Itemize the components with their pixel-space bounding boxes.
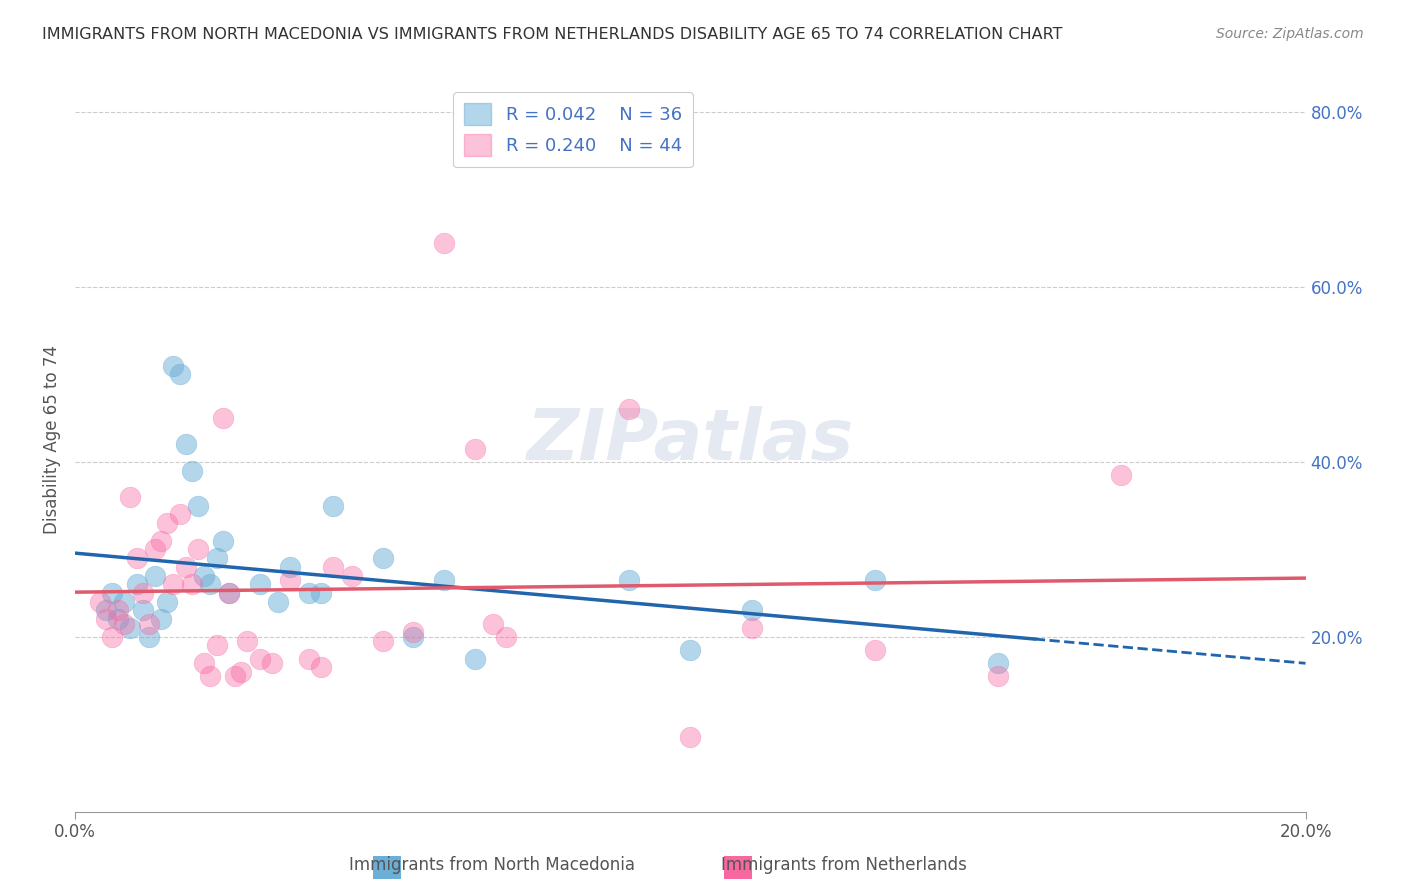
Point [138, 616, 160, 631]
Point [193, 656, 215, 670]
Y-axis label: Disability Age 65 to 74: Disability Age 65 to 74 [44, 345, 60, 534]
Point [89, 595, 111, 609]
Point [433, 573, 456, 587]
Point [218, 586, 240, 600]
Point [741, 621, 763, 635]
Point [402, 625, 425, 640]
Point [280, 559, 302, 574]
Point [309, 660, 332, 674]
Point [464, 442, 486, 456]
Point [322, 499, 344, 513]
Point [863, 642, 886, 657]
Point [143, 542, 166, 557]
Point [617, 573, 640, 587]
Point [150, 533, 173, 548]
Text: Immigrants from North Macedonia: Immigrants from North Macedonia [349, 856, 636, 874]
Point [200, 577, 222, 591]
Point [679, 730, 702, 744]
Point [156, 516, 179, 530]
Point [162, 577, 184, 591]
Point [236, 634, 259, 648]
Point [187, 542, 209, 557]
Point [143, 568, 166, 582]
Point [249, 651, 271, 665]
Point [205, 639, 228, 653]
Point [267, 595, 290, 609]
Point [180, 464, 202, 478]
Point [741, 603, 763, 617]
Point [482, 616, 505, 631]
Text: ZIPatlas: ZIPatlas [527, 406, 853, 475]
Point [260, 656, 283, 670]
Point [211, 411, 233, 425]
Point [617, 402, 640, 417]
Point [169, 508, 191, 522]
Point [200, 669, 222, 683]
Point [107, 612, 129, 626]
Point [150, 612, 173, 626]
Point [131, 603, 153, 617]
Legend: R = 0.042    N = 36, R = 0.240    N = 44: R = 0.042 N = 36, R = 0.240 N = 44 [453, 93, 693, 167]
Point [987, 656, 1010, 670]
Point [464, 651, 486, 665]
Point [371, 634, 394, 648]
Point [280, 573, 302, 587]
Point [101, 586, 124, 600]
Point [340, 568, 363, 582]
Point [193, 568, 215, 582]
Point [298, 651, 321, 665]
Text: Immigrants from Netherlands: Immigrants from Netherlands [721, 856, 966, 874]
Point [131, 586, 153, 600]
Point [156, 595, 179, 609]
Point [101, 630, 124, 644]
Point [1109, 467, 1132, 482]
Point [371, 551, 394, 566]
Point [218, 586, 240, 600]
Point [224, 669, 246, 683]
Text: IMMIGRANTS FROM NORTH MACEDONIA VS IMMIGRANTS FROM NETHERLANDS DISABILITY AGE 65: IMMIGRANTS FROM NORTH MACEDONIA VS IMMIG… [42, 27, 1063, 42]
Point [495, 630, 517, 644]
Point [229, 665, 252, 679]
Point [987, 669, 1010, 683]
Point [211, 533, 233, 548]
Text: Source: ZipAtlas.com: Source: ZipAtlas.com [1216, 27, 1364, 41]
Point [298, 586, 321, 600]
Point [679, 642, 702, 657]
Point [125, 551, 148, 566]
Point [107, 603, 129, 617]
Point [138, 630, 160, 644]
Point [94, 612, 117, 626]
Point [402, 630, 425, 644]
Point [120, 490, 142, 504]
Point [322, 559, 344, 574]
Point [863, 573, 886, 587]
Point [162, 359, 184, 373]
Point [125, 577, 148, 591]
Point [112, 595, 135, 609]
Point [205, 551, 228, 566]
Point [112, 616, 135, 631]
Point [174, 437, 197, 451]
Point [174, 559, 197, 574]
Point [94, 603, 117, 617]
Point [309, 586, 332, 600]
Point [169, 368, 191, 382]
Point [120, 621, 142, 635]
Point [187, 499, 209, 513]
Point [433, 236, 456, 251]
Point [249, 577, 271, 591]
Point [180, 577, 202, 591]
